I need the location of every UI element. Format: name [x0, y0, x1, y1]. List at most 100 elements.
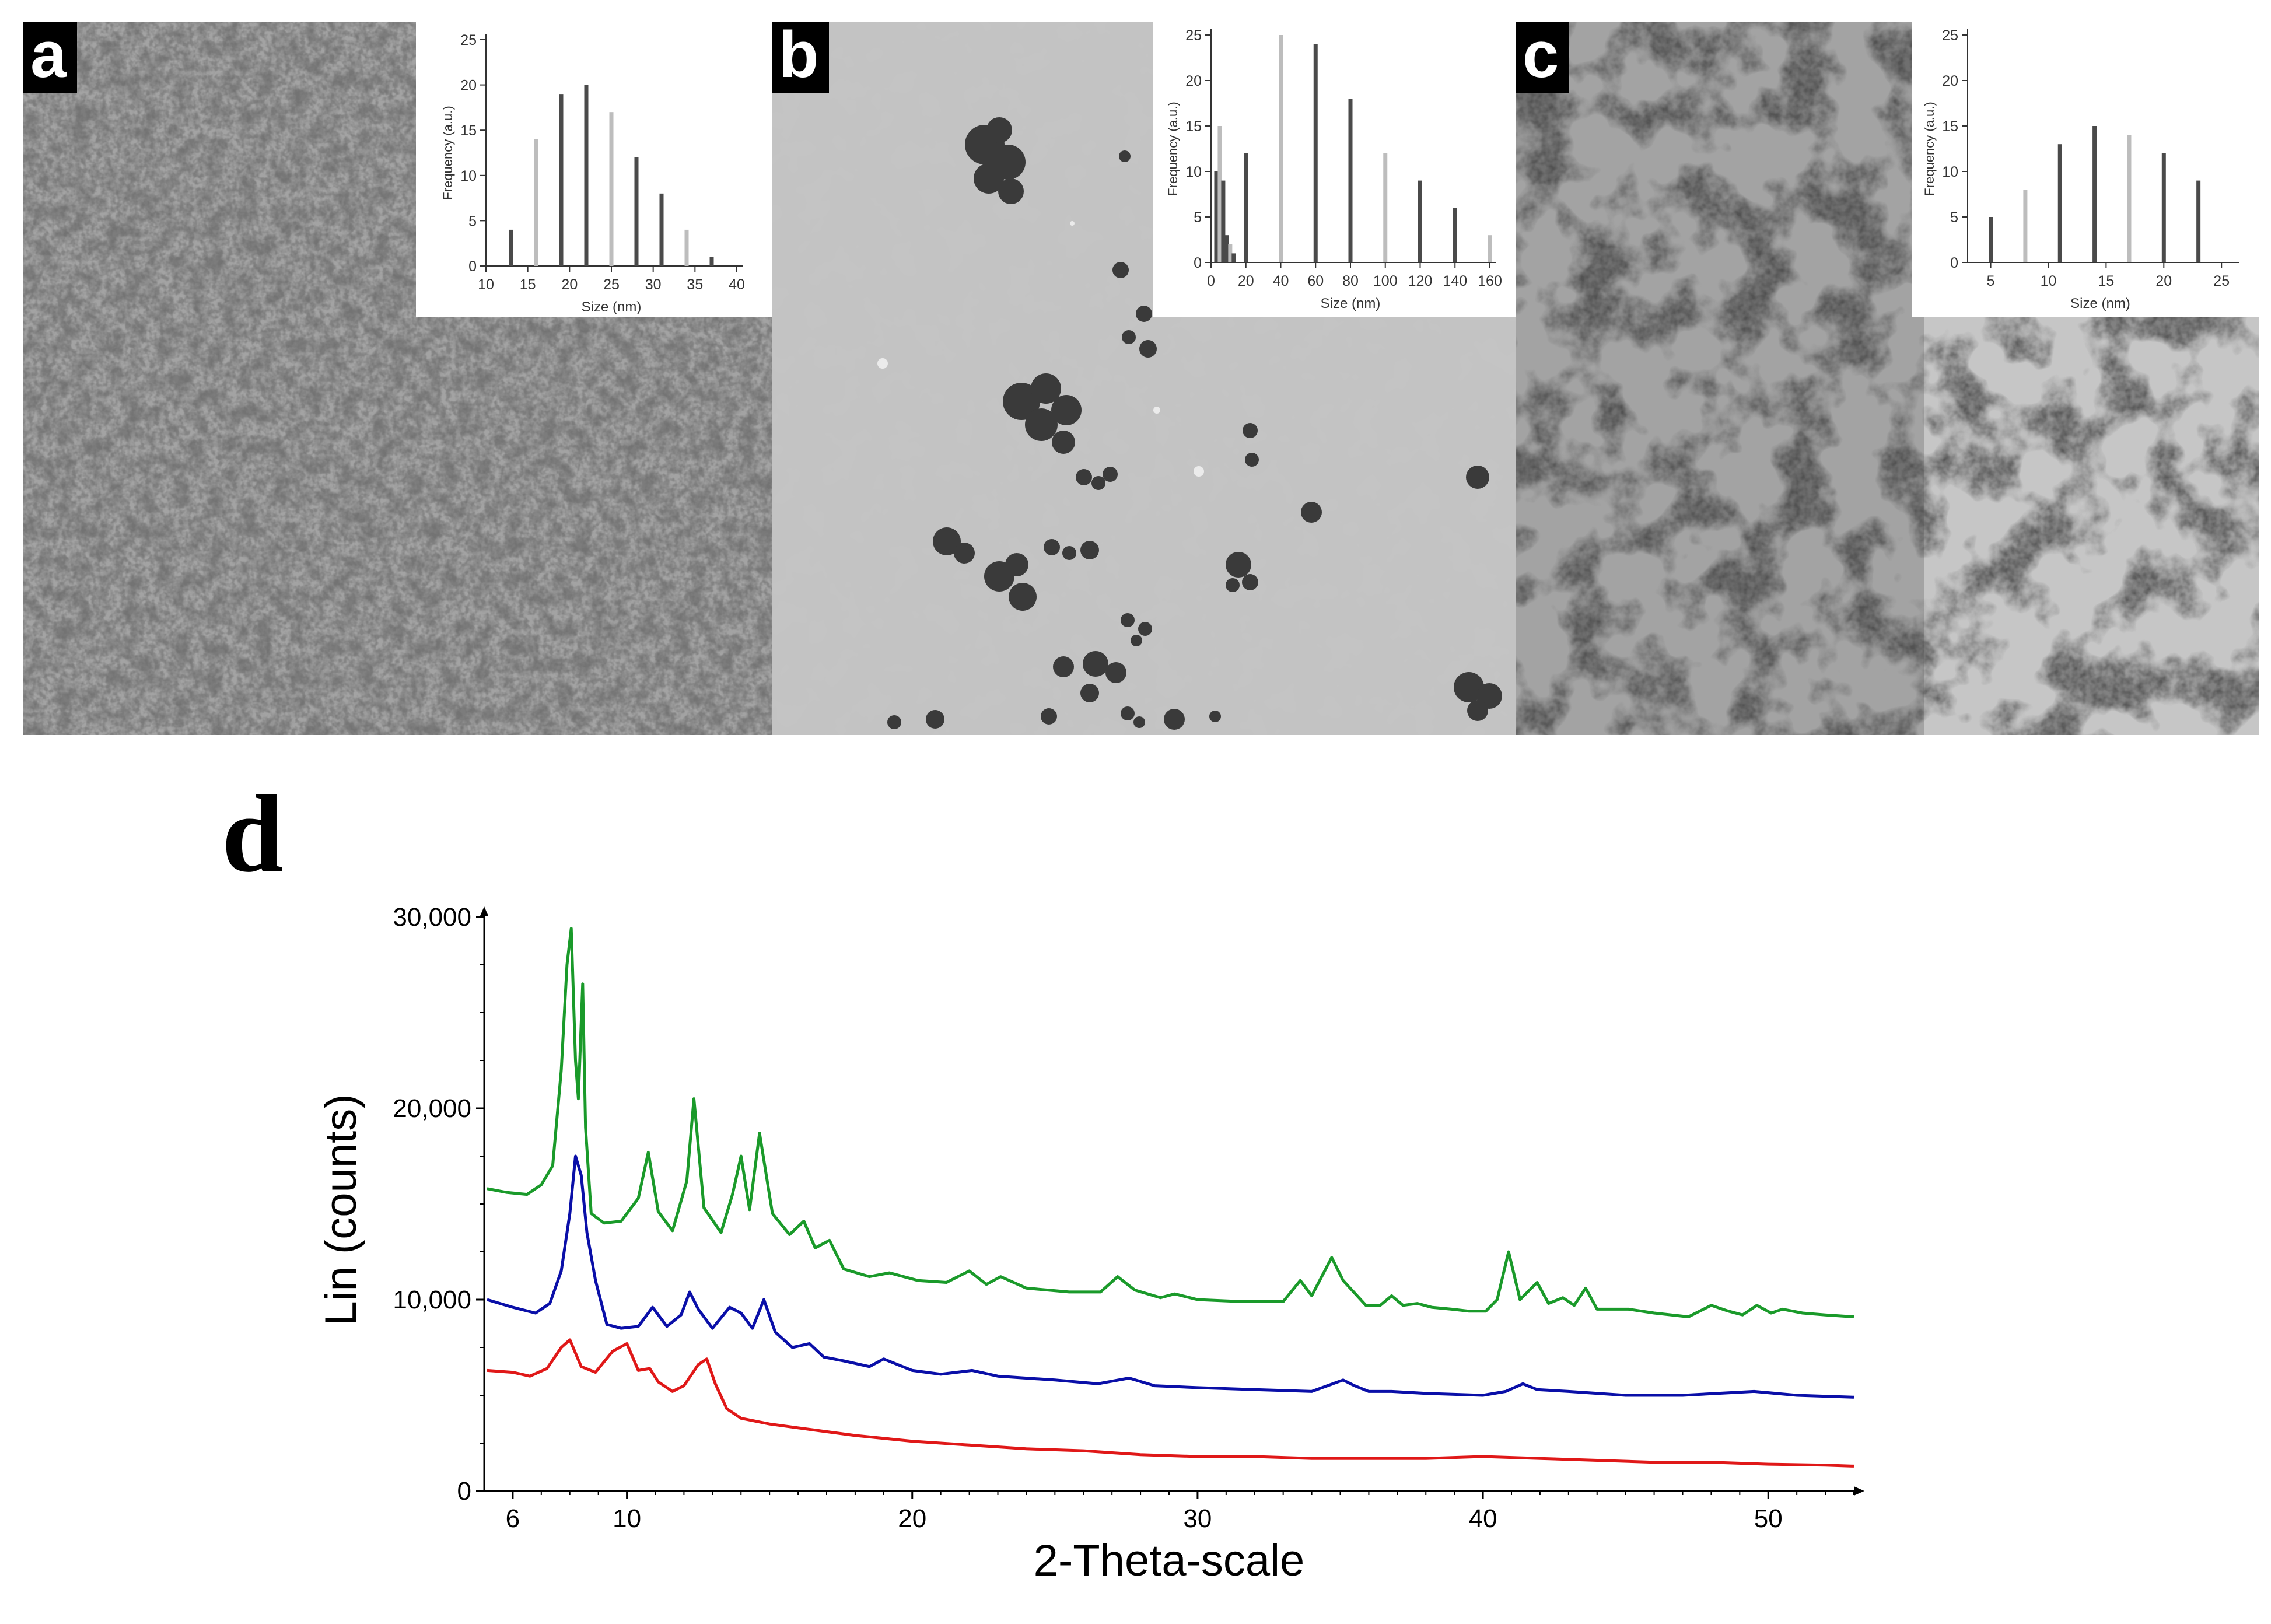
y-axis-arrow: [480, 907, 488, 916]
x-tick-label: 20: [2155, 273, 2172, 289]
x-tick-label: 80: [1342, 273, 1359, 289]
x-tick-label: 25: [2213, 273, 2230, 289]
y-tick-label: 0: [457, 1477, 471, 1506]
x-tick-label: 50: [1754, 1504, 1783, 1533]
inset-histogram-b: 0 5 10 15 20 25 0 20 40 60 80 100 120 140 160 Size (nm)…: [1153, 22, 1516, 317]
x-tick-label: 20: [561, 276, 578, 293]
x-tick-label: 5: [1987, 273, 1995, 289]
x-tick-label: 0: [1207, 273, 1215, 289]
x-tick-label: 20: [898, 1504, 926, 1533]
histogram-bar: [1217, 126, 1222, 262]
inset-histogram-a: 0 5 10 15 20 25 10 15 20 25 30 35 40 Size (nm) Frequen…: [416, 22, 772, 317]
histogram-bar: [2161, 153, 2166, 262]
histogram-bar: [2127, 135, 2132, 262]
y-tick-label: 25: [460, 32, 477, 48]
y-tick-label: 0: [468, 258, 477, 275]
histogram-a-svg: 0 5 10 15 20 25 10 15 20 25 30 35 40 Size (nm) Frequen…: [440, 32, 745, 315]
y-tick-label: 20: [1185, 73, 1202, 89]
y-axis-label: Frequency (a.u.): [1166, 102, 1180, 195]
x-tick-label: 40: [729, 276, 745, 293]
x-tick-label: 160: [1478, 273, 1502, 289]
tem-panel-c: c 0 5 10 15 20 25 5 10 15 20 25 Size (nm) Frequency …: [1516, 22, 2259, 735]
y-tick-label: 10: [1185, 164, 1202, 180]
y-tick-label: 25: [1185, 27, 1202, 44]
panel-letter-b: b: [772, 22, 830, 93]
histogram-bar: [1989, 217, 1993, 262]
inset-histogram-c: 0 5 10 15 20 25 5 10 15 20 25 Size (nm) Frequency (a…: [1912, 22, 2259, 317]
y-tick-label: 10,000: [393, 1286, 471, 1314]
y-tick-label: 5: [1950, 209, 1958, 226]
histogram-bar: [1221, 180, 1226, 262]
histogram-bar: [1244, 153, 1248, 262]
y-tick-label: 25: [1942, 27, 1958, 44]
xrd-chart-svg: 0 10,000 20,000 30,000 6 10 20 30 40 50 2-Theta-sc…: [316, 903, 1864, 1586]
y-tick-label: 15: [460, 123, 477, 139]
histogram-bar: [1224, 235, 1229, 262]
histogram-bar: [1313, 44, 1318, 262]
histogram-bar: [1488, 235, 1492, 262]
histogram-bar: [634, 157, 639, 266]
histogram-bar: [1279, 35, 1283, 262]
y-tick-label: 15: [1185, 118, 1202, 135]
y-tick-label: 0: [1194, 255, 1202, 271]
x-axis-label: Size (nm): [582, 299, 642, 315]
series-line-blue: [487, 1154, 1854, 1399]
y-axis-label: Lin (counts): [316, 1094, 366, 1325]
histogram-bar: [1383, 153, 1388, 262]
histogram-bar: [1228, 244, 1233, 262]
x-tick-label: 140: [1443, 273, 1467, 289]
x-tick-label: 120: [1408, 273, 1433, 289]
histogram-bar: [509, 229, 513, 266]
x-tick-label: 15: [2098, 273, 2114, 289]
y-tick-label: 15: [1942, 118, 1958, 135]
histogram-bar: [1231, 253, 1236, 262]
histogram-bar: [1214, 172, 1219, 262]
y-axis-label: Frequency (a.u.): [1922, 102, 1937, 195]
histogram-c-svg: 0 5 10 15 20 25 5 10 15 20 25 Size (nm) Frequency (a…: [1922, 27, 2239, 312]
panel-letter-c: c: [1516, 22, 1570, 93]
histogram-bar: [2023, 190, 2028, 262]
histogram-bar: [659, 193, 664, 266]
histogram-bar: [2092, 126, 2097, 262]
x-tick-label: 25: [603, 276, 620, 293]
x-tick-label: 20: [1238, 273, 1254, 289]
x-tick-label: 100: [1373, 273, 1398, 289]
x-axis-label: 2-Theta-scale: [1034, 1536, 1305, 1586]
y-tick-label: 20: [1942, 73, 1958, 89]
histogram-bar: [1453, 208, 1457, 262]
histogram-b-svg: 0 5 10 15 20 25 0 20 40 60 80 100 120 140 160 Size (nm)…: [1166, 27, 1502, 312]
x-axis-arrow: [1854, 1486, 1864, 1496]
y-tick-label: 5: [1194, 209, 1202, 226]
tem-panel-b: b 0 5 10 15 20 25 0 20 40 60 80 100 120 140 160 Size (n…: [772, 22, 1516, 735]
histogram-bar: [709, 257, 714, 266]
y-tick-label: 10: [460, 168, 477, 184]
x-axis-label: Size (nm): [1321, 296, 1381, 312]
histogram-bar: [559, 94, 564, 266]
y-tick-label: 0: [1950, 255, 1958, 271]
series-line-green: [487, 927, 1854, 1318]
panel-letter-a: a: [23, 22, 78, 93]
y-tick-label: 5: [468, 213, 477, 229]
tem-panel-a: a 0 5 10 15 20 25 10 15 20 25 30 35 40 Size (nm) Frequ…: [23, 22, 772, 735]
series-line-red: [487, 1338, 1854, 1468]
x-tick-label: 30: [1183, 1504, 1212, 1533]
x-tick-label: 35: [687, 276, 703, 293]
histogram-bar: [584, 85, 589, 266]
histogram-bar: [684, 229, 689, 266]
histogram-bar: [1418, 180, 1422, 262]
x-tick-label: 10: [613, 1504, 641, 1533]
x-axis-label: Size (nm): [2070, 296, 2130, 312]
x-tick-label: 6: [506, 1504, 520, 1533]
histogram-bar: [534, 139, 538, 266]
x-tick-label: 10: [2041, 273, 2057, 289]
x-tick-label: 40: [1273, 273, 1289, 289]
histogram-bar: [2196, 180, 2201, 262]
x-tick-label: 30: [645, 276, 662, 293]
x-tick-label: 15: [520, 276, 536, 293]
x-tick-label: 40: [1469, 1504, 1497, 1533]
y-axis-label: Frequency (a.u.): [440, 106, 455, 200]
histogram-bar: [2057, 144, 2062, 262]
y-tick-label: 30,000: [393, 903, 471, 932]
particle-clusters: [887, 117, 1502, 730]
x-tick-label: 10: [478, 276, 494, 293]
